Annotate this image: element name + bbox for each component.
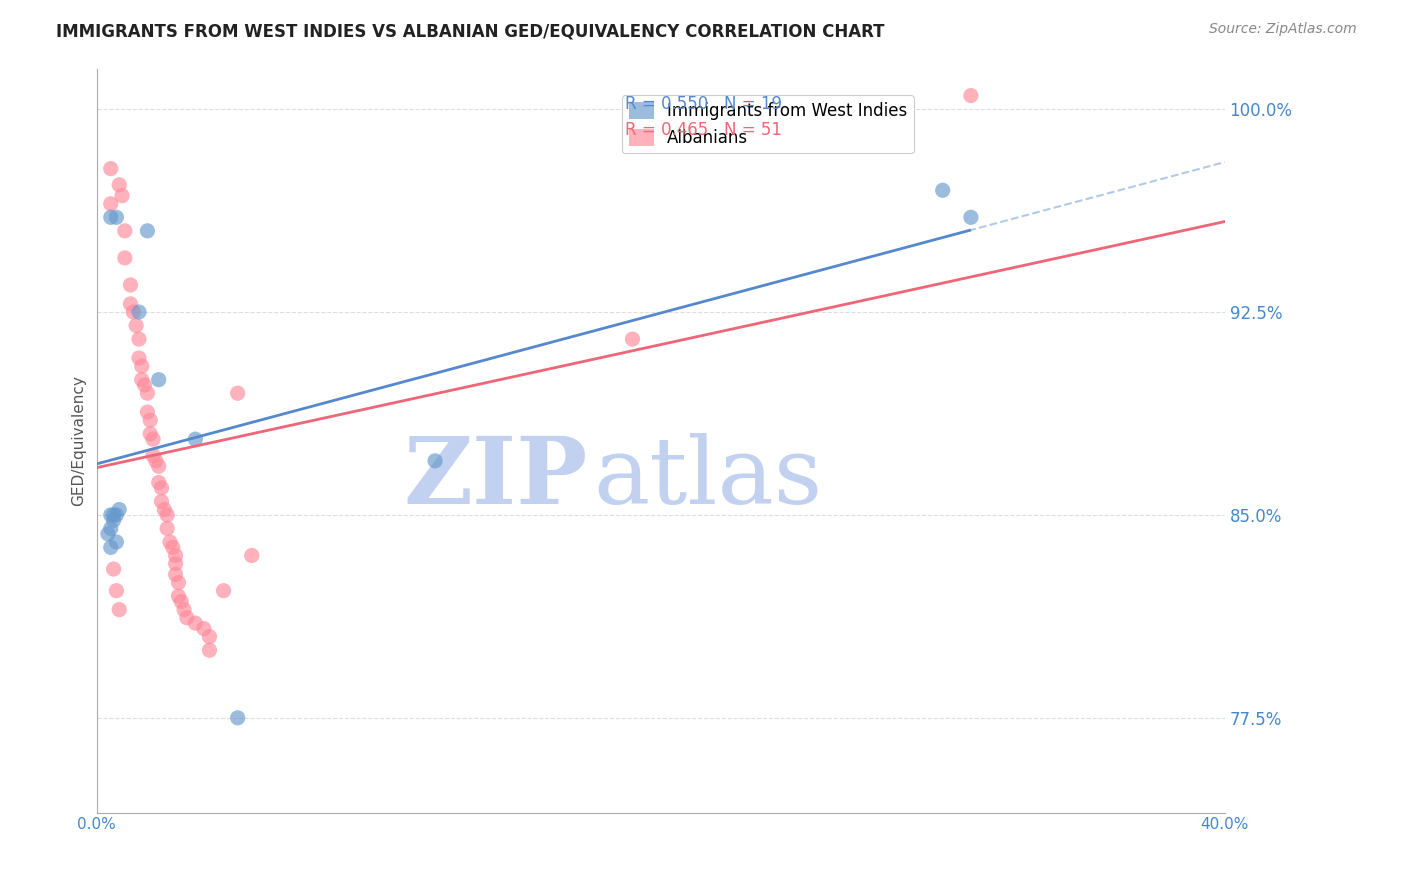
Point [167, 575, 190, 590]
Point [153, 502, 176, 516]
Text: R = 0.465   N = 51: R = 0.465 N = 51 [624, 121, 782, 139]
Point [176, 611, 198, 625]
Point [960, 211, 983, 225]
Point [165, 549, 187, 563]
Text: atlas: atlas [593, 433, 823, 523]
Point [226, 711, 249, 725]
Point [120, 277, 142, 292]
Point [240, 549, 263, 563]
Point [125, 318, 148, 333]
Point [100, 161, 122, 176]
Point [162, 541, 184, 555]
Point [145, 454, 167, 468]
Point [226, 386, 249, 401]
Point [128, 351, 150, 365]
Point [105, 535, 128, 549]
Point [111, 188, 134, 202]
Point [103, 508, 125, 522]
Y-axis label: GED/Equivalency: GED/Equivalency [72, 376, 86, 506]
Point [134, 378, 156, 392]
Point [122, 305, 145, 319]
Point [105, 211, 128, 225]
Point [150, 481, 173, 495]
Point [100, 196, 122, 211]
Point [139, 426, 162, 441]
Point [150, 494, 173, 508]
Point [148, 373, 170, 387]
Point [114, 251, 136, 265]
Point [165, 557, 187, 571]
Point [136, 386, 159, 401]
Point [114, 224, 136, 238]
Point [131, 373, 153, 387]
Point [142, 449, 165, 463]
Point [156, 508, 179, 522]
Point [105, 508, 128, 522]
Point [103, 513, 125, 527]
Point [108, 602, 131, 616]
Text: ZIP: ZIP [404, 433, 588, 523]
Text: IMMIGRANTS FROM WEST INDIES VS ALBANIAN GED/EQUIVALENCY CORRELATION CHART: IMMIGRANTS FROM WEST INDIES VS ALBANIAN … [56, 22, 884, 40]
Point [128, 332, 150, 346]
Point [960, 88, 983, 103]
Point [173, 602, 195, 616]
Point [167, 589, 190, 603]
Point [139, 413, 162, 427]
Point [108, 178, 131, 192]
Point [136, 405, 159, 419]
Point [100, 211, 122, 225]
Point [198, 643, 221, 657]
Point [142, 432, 165, 446]
Point [97, 527, 120, 541]
Point [136, 224, 159, 238]
Point [621, 332, 644, 346]
Point [156, 521, 179, 535]
Point [148, 459, 170, 474]
Point [193, 622, 215, 636]
Text: Source: ZipAtlas.com: Source: ZipAtlas.com [1209, 22, 1357, 37]
Point [128, 305, 150, 319]
Point [131, 359, 153, 373]
Point [100, 521, 122, 535]
Point [184, 616, 207, 631]
Point [108, 502, 131, 516]
Point [212, 583, 235, 598]
Legend: Immigrants from West Indies, Albanians: Immigrants from West Indies, Albanians [621, 95, 914, 153]
Point [100, 508, 122, 522]
Point [170, 594, 193, 608]
Point [931, 183, 953, 197]
Point [120, 297, 142, 311]
Point [198, 630, 221, 644]
Point [159, 535, 181, 549]
Text: R = 0.550   N = 19: R = 0.550 N = 19 [624, 95, 782, 113]
Point [423, 454, 446, 468]
Point [100, 541, 122, 555]
Point [148, 475, 170, 490]
Point [165, 567, 187, 582]
Point [184, 432, 207, 446]
Point [105, 583, 128, 598]
Point [103, 562, 125, 576]
